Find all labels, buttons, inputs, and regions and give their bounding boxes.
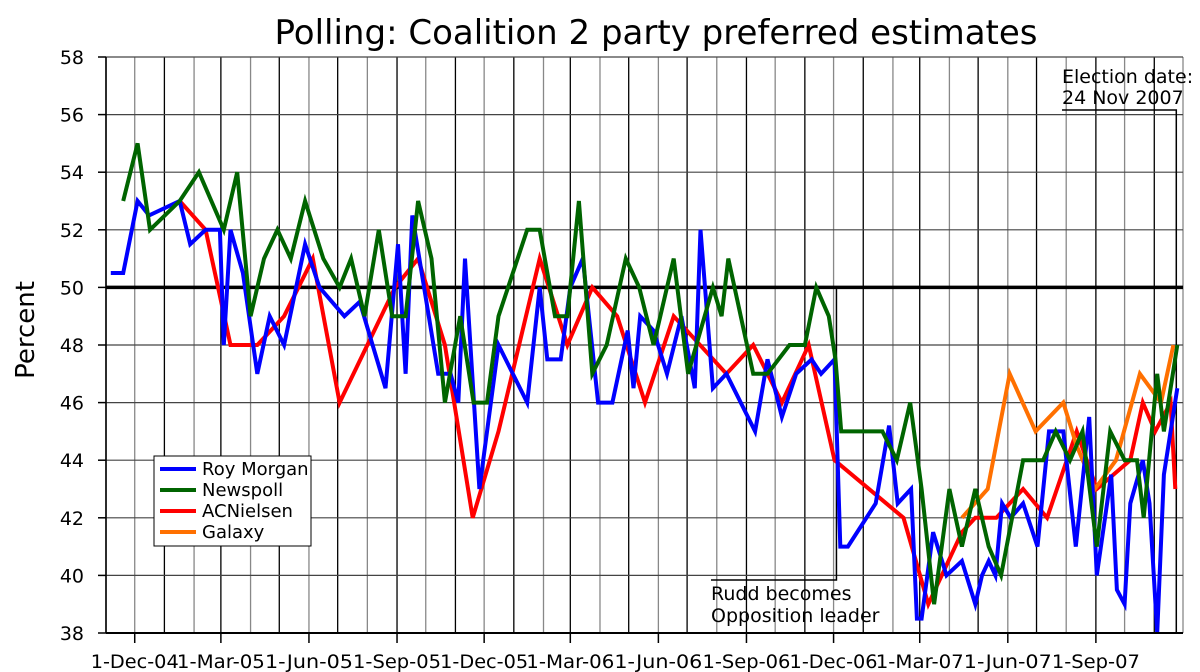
y-tick-label: 42 [60, 508, 84, 530]
y-tick-label: 38 [60, 623, 84, 645]
grid [105, 56, 1184, 634]
legend-label: Roy Morgan [202, 459, 309, 480]
x-tick-label: 1-Dec-05 [440, 651, 528, 672]
annotation-rudd-line2: Opposition leader [711, 605, 880, 627]
y-tick-label: 50 [60, 277, 84, 299]
x-tick-label: 1-Sep-06 [702, 651, 790, 672]
y-tick-label: 44 [60, 450, 84, 472]
x-tick-label: 1-Jun-05 [265, 651, 353, 672]
series-line-roy-morgan [110, 196, 1180, 634]
y-tick-label: 48 [60, 335, 84, 357]
x-tick-label: 1-Dec-04 [91, 651, 179, 672]
legend-label: Galaxy [202, 522, 265, 543]
y-tick-label: 46 [60, 393, 84, 415]
annotation-election-line2: 24 Nov 2007 [1062, 87, 1184, 109]
x-tick-label: 1-Mar-05 [177, 651, 265, 672]
annotation-election-line1: Election date: [1062, 66, 1193, 88]
annotation-rudd-line1: Rudd becomes [711, 583, 851, 605]
series-line-newspoll [121, 142, 1180, 605]
x-tick-label: 1-Mar-06 [526, 651, 614, 672]
x-tick-label: 1-Mar-07 [876, 651, 964, 672]
x-tick-label: 1-Sep-07 [1052, 651, 1140, 672]
x-tick-label: 1-Dec-06 [790, 651, 878, 672]
x-tick-label: 1-Jun-07 [964, 651, 1052, 672]
x-tick-label: 1-Sep-05 [353, 651, 441, 672]
y-tick-label: 54 [60, 162, 84, 184]
chart-title: Polling: Coalition 2 party preferred est… [275, 13, 1038, 53]
y-tick-label: 58 [60, 47, 84, 69]
x-tick-label: 1-Jun-06 [614, 651, 702, 672]
rudd-marker-line [711, 287, 838, 581]
legend-label: ACNielsen [202, 501, 293, 522]
y-tick-label: 56 [60, 105, 84, 127]
election-marker-line [1062, 109, 1178, 633]
y-tick-label: 52 [60, 220, 84, 242]
y-tick-label: 40 [60, 565, 84, 587]
series-lines [110, 142, 1180, 634]
legend-label: Newspoll [202, 480, 283, 501]
y-axis-label: Percent [11, 281, 41, 379]
